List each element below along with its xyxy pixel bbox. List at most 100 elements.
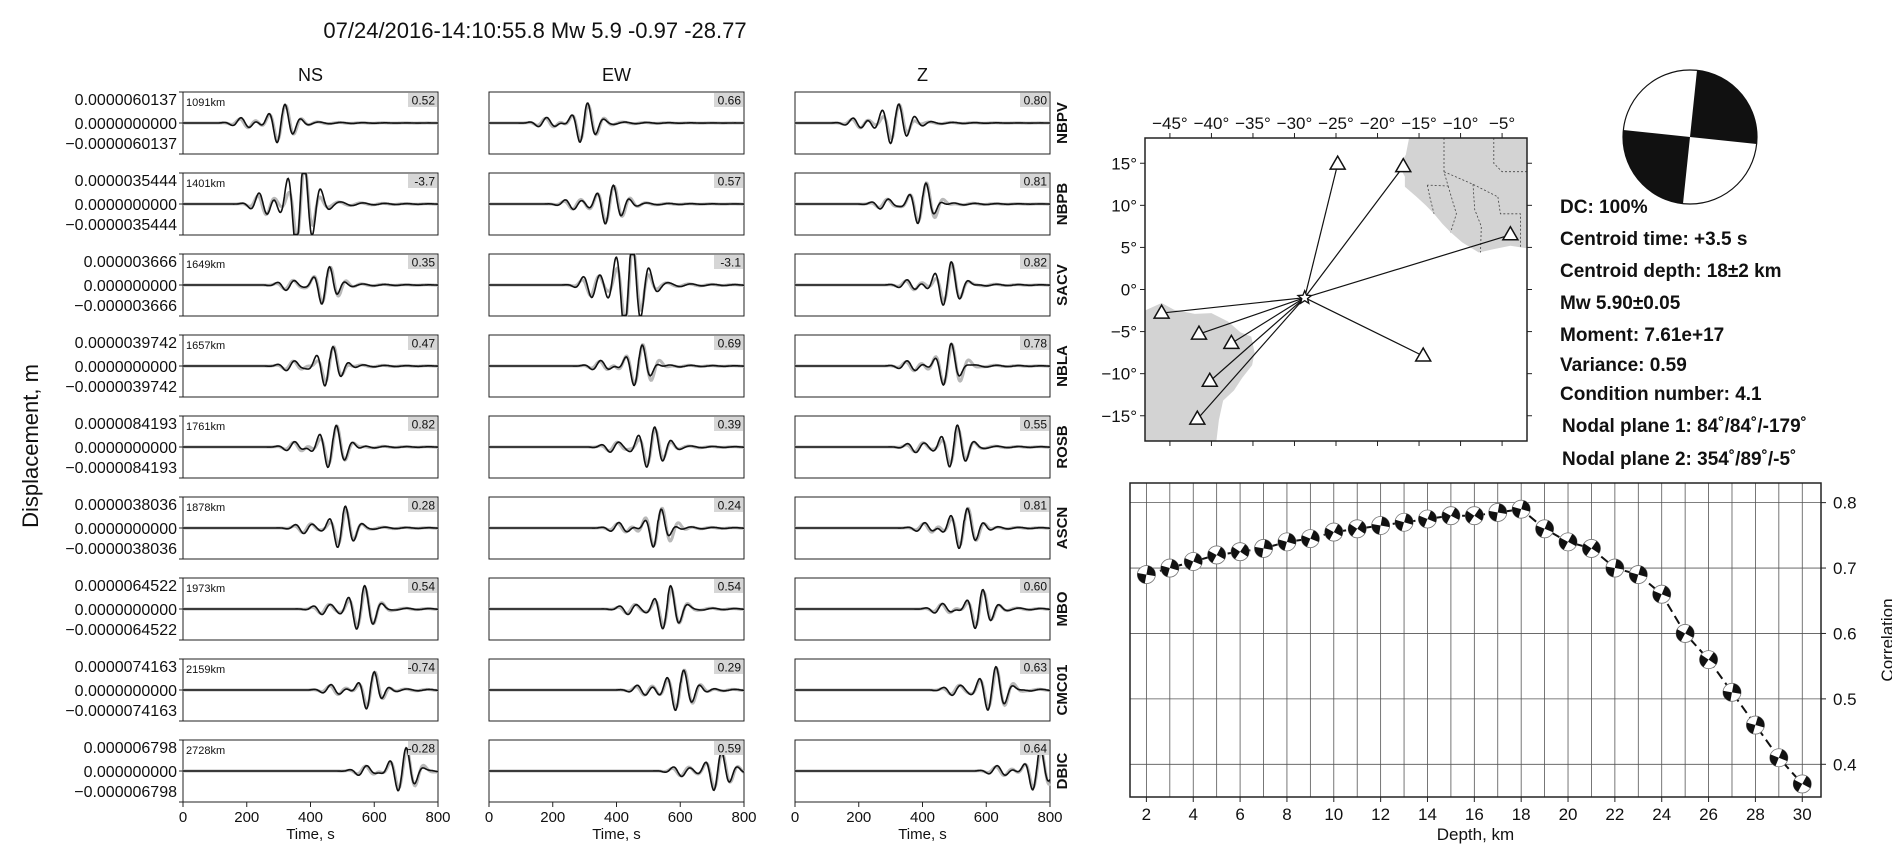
country-border (1427, 138, 1449, 187)
depth-solution-marker (1207, 545, 1227, 565)
y-tick-label: 0.0000035444 (75, 173, 177, 190)
correlation-value: 0.59 (718, 742, 742, 756)
x-tick-label: 400 (604, 809, 629, 826)
country-border (1426, 185, 1435, 214)
correlation-value: 0.78 (1024, 337, 1048, 351)
land-areas (1145, 138, 1527, 441)
synthetic-trace (795, 260, 1050, 306)
synthetic-trace (183, 172, 438, 236)
country-border (1493, 138, 1527, 173)
y-tick-label: 0.0000060137 (75, 92, 177, 109)
solution-dc: DC: 100% (1560, 197, 1648, 218)
station-triangle (1394, 157, 1413, 173)
depth-tick-label: 10 (1324, 805, 1343, 824)
correlation-value: 0.29 (718, 661, 742, 675)
station-distance: 2728km (186, 745, 225, 757)
country-border (1447, 185, 1457, 233)
y-tick-label: −0.0000084193 (65, 460, 177, 477)
component-header-ns: NS (298, 65, 323, 85)
correlation-label: 0.52 (408, 93, 437, 108)
epicenter-star (1296, 288, 1314, 305)
waveform-panel-nbla-z: 0.78 NBLA (794, 334, 1071, 398)
depth-tick-label: 8 (1282, 805, 1291, 824)
synthetic-trace (489, 253, 744, 317)
station-triangle (1188, 409, 1207, 425)
correlation-label: 0.57 (714, 174, 743, 189)
correlation-tick-label: 0.5 (1833, 690, 1857, 709)
time-axis-label: Time, s (898, 826, 947, 843)
station-triangle (1414, 346, 1432, 362)
station-distance: 1091km (186, 97, 225, 109)
station-distance: 1649km (186, 259, 225, 271)
synthetic-trace (183, 424, 438, 469)
correlation-label: 0.78 (1020, 336, 1049, 351)
map-lat-tick: 15° (1111, 154, 1137, 173)
map-lat-tick: 0° (1121, 281, 1137, 300)
correlation-label: 0.47 (408, 336, 437, 351)
figure-title: 07/24/2016-14:10:55.8 Mw 5.9 -0.97 -28.7… (323, 18, 746, 43)
depth-tick-label: 12 (1371, 805, 1390, 824)
depth-tick-label: 2 (1142, 805, 1151, 824)
correlation-value: 0.39 (718, 418, 742, 432)
synthetic-trace (795, 182, 1050, 225)
station-name: NBLA (1054, 345, 1071, 387)
depth-solution-marker (1324, 522, 1344, 542)
depth-solution-marker (1769, 748, 1789, 768)
time-axis-label: Time, s (592, 826, 641, 843)
depth-solution-marker (1441, 506, 1461, 526)
depth-solution-marker (1464, 506, 1484, 526)
y-tick-label: 0.0000000000 (75, 683, 177, 700)
map-lat-tick: −10° (1101, 365, 1137, 384)
focal-mechanism-beachball (1622, 69, 1758, 205)
y-tick-label: −0.0000039742 (65, 379, 177, 396)
synthetic-trace (183, 346, 438, 387)
correlation-value: 0.54 (718, 580, 742, 594)
map-lat-tick: 5° (1121, 238, 1137, 257)
station-name: MBO (1054, 591, 1071, 626)
x-tick-label: 600 (362, 809, 387, 826)
depth-axis-label: Depth, km (1437, 825, 1514, 844)
africa-land (1399, 138, 1527, 253)
station-name: CMC01 (1054, 665, 1071, 716)
y-tick-label: 0.0000000000 (75, 197, 177, 214)
x-tick-label: 200 (540, 809, 565, 826)
station-name: SACV (1054, 264, 1071, 306)
correlation-label: 0.60 (1020, 579, 1049, 594)
waveform-panel-nbpb-z: 0.81 NBPB (794, 172, 1071, 236)
waveform-panel-rosb-ns: 0.82 1761km 0.0000084193 0.0000000000 −0.000… (65, 415, 439, 479)
correlation-label: 0.24 (714, 498, 743, 513)
x-tick-label: 600 (974, 809, 999, 826)
y-tick-label: 0.0000064522 (75, 578, 177, 595)
correlation-label: -3.1 (714, 255, 743, 270)
y-tick-label: 0.000003666 (84, 254, 178, 271)
station-name: NBPB (1054, 183, 1071, 226)
depth-tick-label: 18 (1512, 805, 1531, 824)
waveform-panel-nbla-ew: 0.69 (488, 334, 745, 398)
correlation-label: 0.81 (1020, 498, 1049, 513)
depth-tick-label: 22 (1605, 805, 1624, 824)
correlation-label: 0.69 (714, 336, 743, 351)
waveform-panel-cmc01-ns: -0.74 2159km 0.0000074163 0.0000000000 −0.00… (65, 658, 439, 722)
correlation-value: -0.28 (408, 742, 436, 756)
waveform-panel-rosb-ew: 0.39 (488, 415, 745, 479)
map-lon-tick: −20° (1360, 114, 1396, 133)
correlation-tick-label: 0.7 (1833, 559, 1857, 578)
waveform-grid: NS EW Z0.521091km0.00000601370.0000000000−… (65, 65, 1071, 843)
solution-mw: Mw 5.90±0.05 (1560, 293, 1681, 314)
waveform-panel-sacv-ns: 0.35 1649km 0.000003666 0.000000000 −0.00000… (74, 253, 439, 317)
depth-solution-marker (1160, 558, 1180, 578)
x-tick-label: 200 (846, 809, 871, 826)
map-lon-tick: −40° (1194, 114, 1230, 133)
station-name: DBIC (1054, 753, 1071, 790)
solution-centroid-time: Centroid time: +3.5 s (1560, 229, 1747, 250)
correlation-value: 0.55 (1024, 418, 1048, 432)
solution-centroid-depth: Centroid depth: 18±2 km (1560, 261, 1782, 282)
country-border (1497, 196, 1521, 248)
station-distance: 1657km (186, 340, 225, 352)
synthetic-trace (489, 669, 745, 712)
synthetic-trace (183, 746, 439, 792)
waveform-panel-nbpb-ew: 0.57 (488, 172, 745, 236)
depth-tick-label: 6 (1235, 805, 1244, 824)
